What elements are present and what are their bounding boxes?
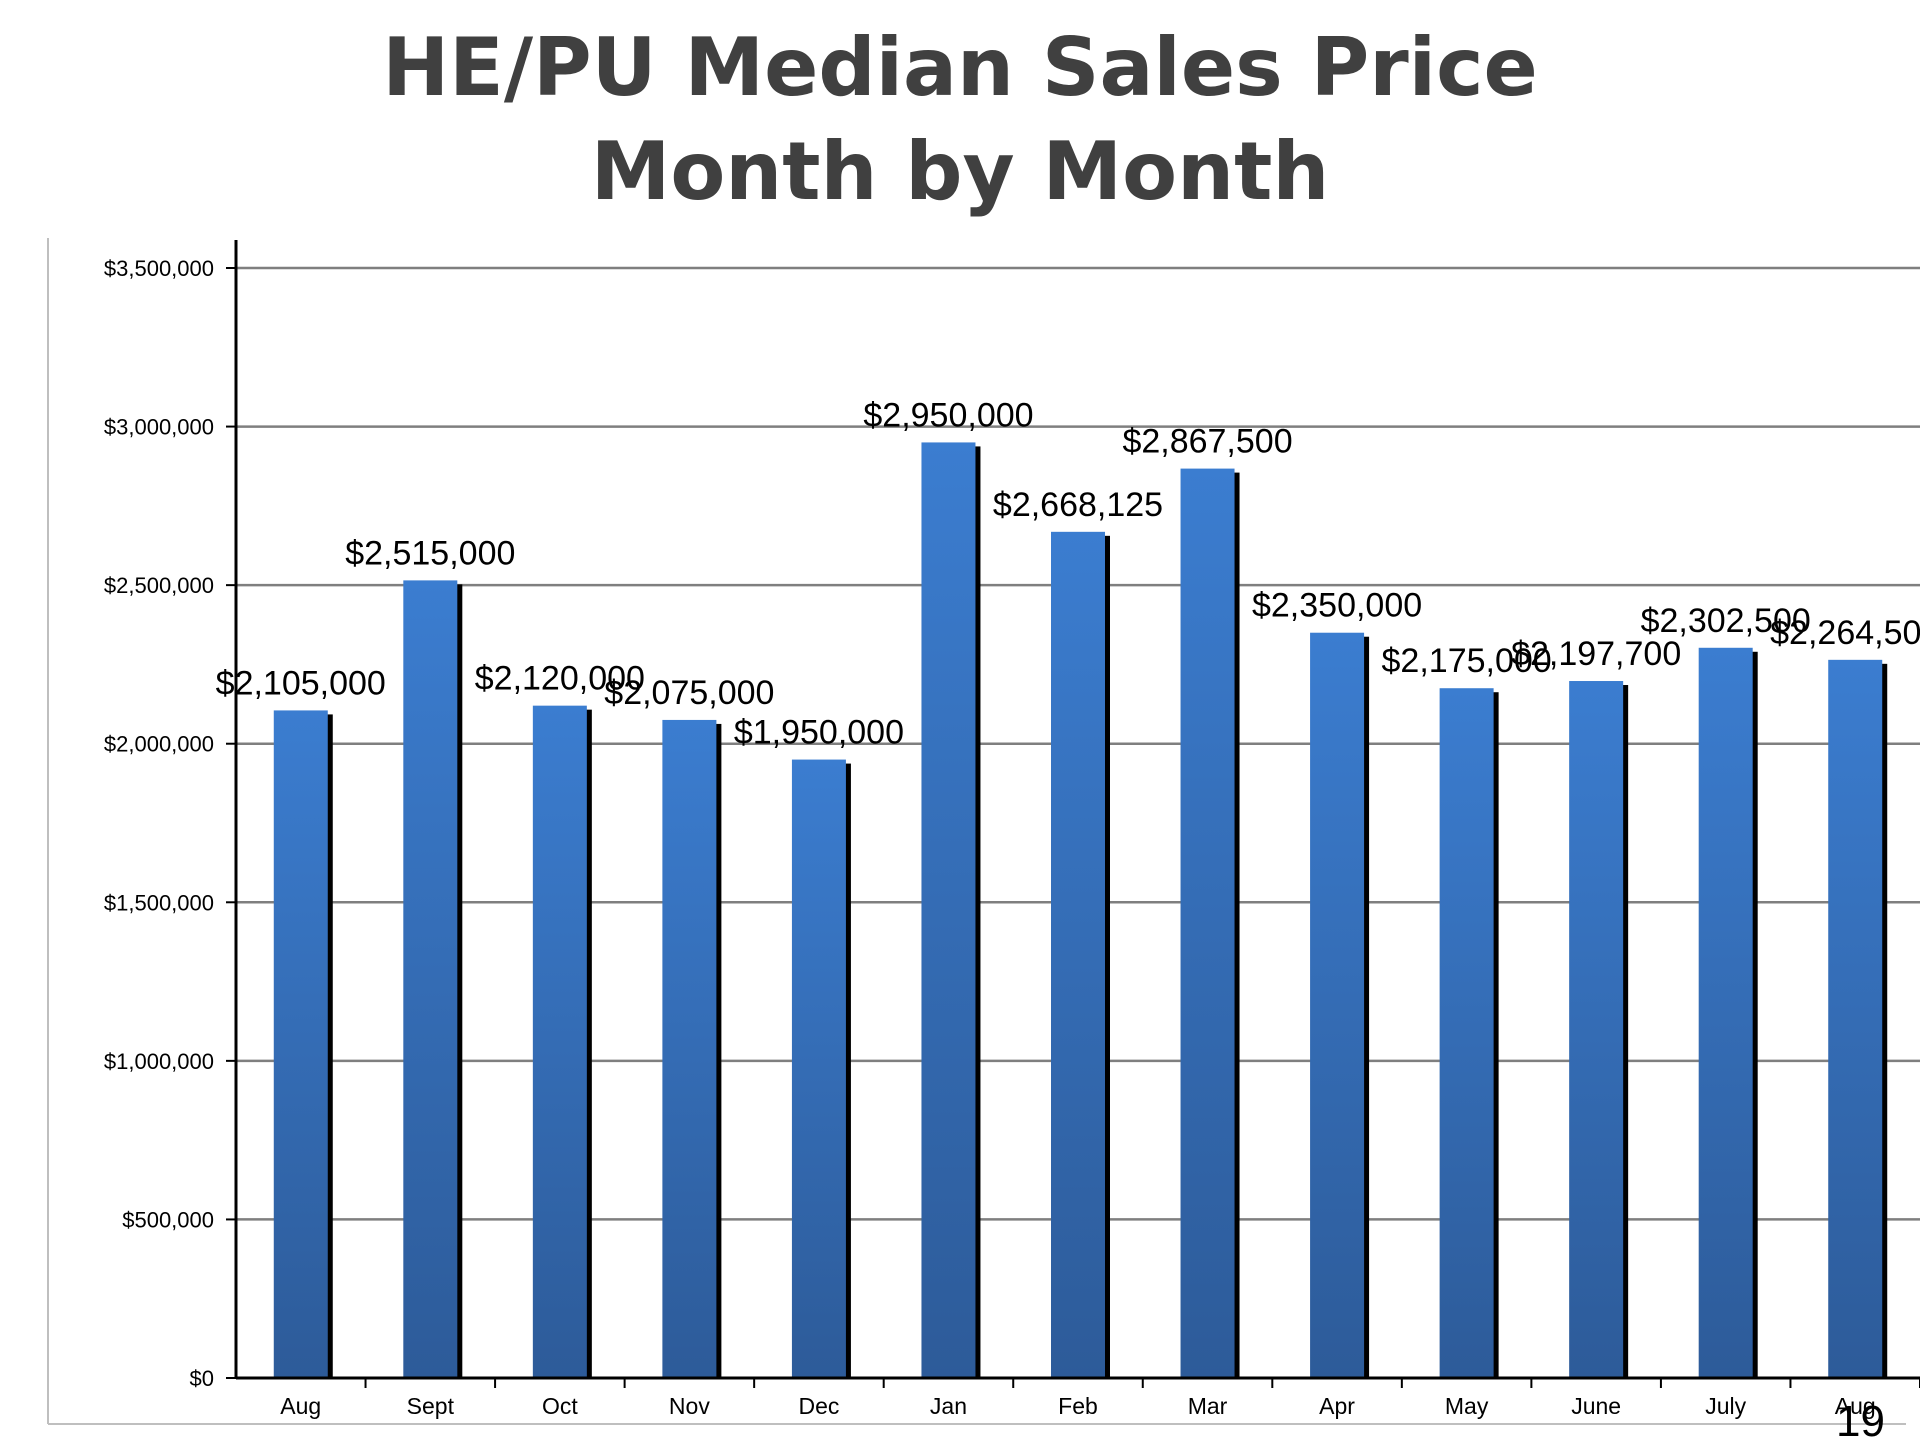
x-tick-label: June bbox=[1571, 1393, 1621, 1419]
x-tick-label: Jan bbox=[930, 1393, 967, 1419]
bar-mar bbox=[1180, 468, 1235, 1378]
data-label: $2,075,000 bbox=[604, 674, 774, 712]
chart-title-line-1: HE/PU Median Sales Price bbox=[382, 21, 1538, 114]
data-label: $2,175,000 bbox=[1382, 642, 1552, 680]
data-label: $2,515,000 bbox=[345, 534, 515, 572]
bar-feb bbox=[1051, 531, 1105, 1378]
data-label: $2,950,000 bbox=[863, 396, 1033, 434]
y-tick-label: $2,500,000 bbox=[104, 573, 214, 598]
y-tick-label: $1,000,000 bbox=[104, 1049, 214, 1074]
x-tick-label: Nov bbox=[669, 1393, 710, 1419]
y-tick-label: $0 bbox=[190, 1366, 214, 1391]
chart-title-line-2: Month by Month bbox=[590, 125, 1330, 218]
data-label: $2,668,125 bbox=[993, 486, 1163, 524]
x-tick-label: Apr bbox=[1319, 1393, 1355, 1419]
bar-oct bbox=[532, 705, 587, 1378]
x-tick-label: May bbox=[1445, 1393, 1489, 1419]
data-label: $2,867,500 bbox=[1122, 423, 1292, 461]
bar-may bbox=[1439, 688, 1494, 1378]
bar-aug bbox=[273, 710, 328, 1378]
data-label: $2,302,500 bbox=[1641, 602, 1811, 640]
bar-nov bbox=[662, 719, 717, 1378]
bar-sept bbox=[403, 580, 458, 1378]
data-label: $2,350,000 bbox=[1252, 587, 1422, 625]
y-tick-label: $3,500,000 bbox=[104, 256, 214, 281]
x-tick-label: Oct bbox=[542, 1393, 578, 1419]
x-tick-label: Feb bbox=[1058, 1393, 1098, 1419]
x-tick-label: Sept bbox=[407, 1393, 455, 1419]
y-tick-label: $500,000 bbox=[122, 1207, 214, 1232]
bar-dec bbox=[791, 759, 846, 1378]
data-label: $2,197,700 bbox=[1511, 635, 1681, 673]
data-label: $2,105,000 bbox=[216, 664, 386, 702]
x-tick-label: Mar bbox=[1188, 1393, 1228, 1419]
x-tick-label: July bbox=[1705, 1393, 1746, 1419]
bar-jan bbox=[921, 442, 976, 1378]
bar-aug bbox=[1828, 659, 1883, 1378]
y-tick-label: $2,000,000 bbox=[104, 732, 214, 757]
x-tick-label: Dec bbox=[798, 1393, 839, 1419]
data-label: $1,950,000 bbox=[734, 714, 904, 752]
x-tick-label: Aug bbox=[1835, 1393, 1876, 1419]
x-tick-label: Aug bbox=[280, 1393, 321, 1419]
data-label: $2,120,000 bbox=[475, 660, 645, 698]
bar-july bbox=[1698, 647, 1753, 1378]
y-tick-label: $3,000,000 bbox=[104, 415, 214, 440]
page-number: 19 bbox=[1836, 1397, 1885, 1446]
y-tick-label: $1,500,000 bbox=[104, 890, 214, 915]
bar-apr bbox=[1310, 632, 1365, 1378]
data-label: $2,264,500 bbox=[1770, 614, 1920, 652]
bar-june bbox=[1569, 681, 1624, 1378]
